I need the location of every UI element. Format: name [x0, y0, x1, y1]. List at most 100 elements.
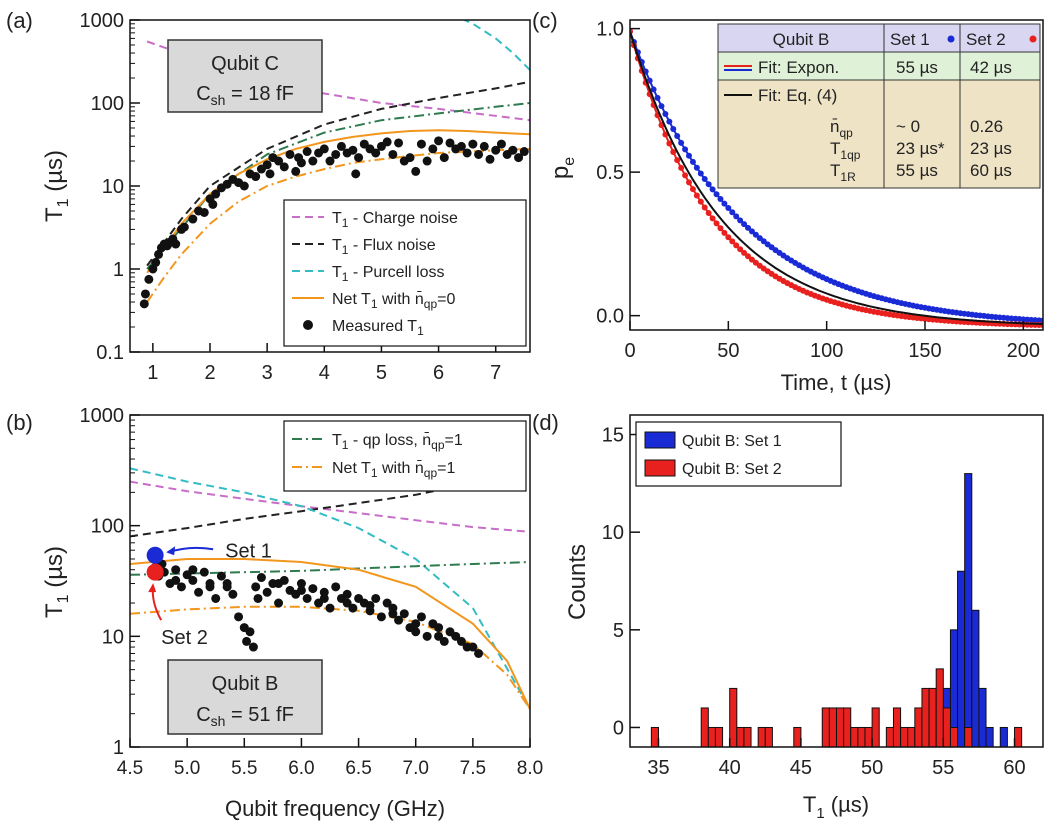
param-main: T: [830, 139, 840, 158]
histogram-bar: [857, 726, 866, 748]
series-line: [462, 20, 530, 71]
measured-point: [222, 582, 232, 592]
measured-point: [319, 144, 329, 154]
measured-point: [144, 274, 154, 284]
legend-label-part: Net T: [332, 291, 371, 308]
measured-point: [319, 593, 329, 603]
measured-point: [462, 148, 472, 158]
panel-c: 0.0 0.5 1.0 0 50 100 150 200 pe Time, t (µs) Qu…: [547, 19, 1044, 395]
legend-label: Measured T1: [332, 318, 424, 338]
ytick-label: 10: [102, 626, 124, 648]
highlight-point: [146, 563, 164, 581]
xtick-label: 40: [719, 757, 741, 779]
series-line: [146, 40, 530, 122]
measured-point: [245, 627, 255, 637]
measured-point: [468, 642, 478, 652]
ylabel-a: T1 (µs): [41, 150, 72, 222]
param-label: T1qp: [830, 139, 861, 162]
table-cell: Fit: Eq. (4): [758, 86, 837, 105]
table-header: Set 1: [890, 30, 930, 49]
series-line: [130, 605, 530, 710]
table-cell: 55 µs: [896, 58, 938, 77]
ytick-label: 10: [602, 522, 624, 544]
legend-label: Qubit B: Set 2: [682, 461, 782, 478]
histogram-bar: [729, 687, 738, 748]
fit-line: [630, 31, 1043, 326]
legend-label-part: =1: [437, 460, 455, 477]
histogram-bar: [764, 726, 773, 748]
measured-point: [485, 154, 495, 164]
measured-point: [151, 257, 161, 267]
table-cell: 55 µs: [896, 161, 938, 180]
measured-point: [434, 623, 444, 633]
histogram-bar: [999, 726, 1008, 748]
measured-point: [211, 189, 221, 199]
ytick-label: 0.5: [596, 162, 624, 184]
ylabel-d: Counts: [564, 544, 591, 620]
xtick-label: 1: [147, 362, 158, 384]
histogram-bar: [864, 726, 873, 748]
legend-label-part: Net T: [332, 460, 371, 477]
panel-a: 0.1 1 10 100 1000 1 2 3 4 5 6 7 T1 (µs) Qubit C Csh…: [41, 10, 531, 384]
legend-label-sub: 1: [342, 270, 349, 284]
axes-frame-b: [129, 414, 531, 748]
measured-point: [234, 612, 244, 622]
measured-point: [251, 172, 261, 182]
legend-label: T1 - Flux noise: [332, 237, 436, 257]
legend-label-part: =1: [445, 432, 463, 449]
measured-point: [342, 589, 352, 599]
ytick-label: 10: [102, 176, 124, 198]
measured-point: [371, 593, 381, 603]
xtick-label: 100: [810, 340, 843, 362]
measured-point: [351, 169, 361, 179]
measured-point: [140, 289, 150, 299]
xtick-label: 45: [790, 757, 812, 779]
ytick-label: 0: [613, 717, 624, 739]
table-cell: 60 µs: [970, 161, 1012, 180]
measured-point: [336, 141, 346, 151]
legend-label-part: =0: [437, 291, 455, 308]
xtick-label: 60: [1003, 757, 1025, 779]
set1-dot: [947, 35, 955, 43]
measured-point: [256, 573, 266, 583]
measured-point: [171, 575, 181, 585]
histogram-bar: [828, 707, 838, 748]
table-row-bg: [717, 79, 1041, 189]
histogram-bar: [707, 726, 716, 748]
ytick-label: 1000: [80, 405, 125, 427]
histogram-bar: [921, 687, 930, 748]
param-main: n̄: [830, 117, 839, 136]
measured-point: [296, 158, 306, 168]
set1-label: Set 1: [225, 540, 272, 562]
measured-point: [422, 156, 432, 166]
measured-point: [331, 149, 341, 159]
legend-label-sub: qp: [424, 297, 438, 311]
legend-label: Qubit B: Set 1: [682, 433, 782, 450]
measured-point: [394, 615, 404, 625]
table-cell: 42 µs: [970, 58, 1012, 77]
ytick-label: 100: [91, 93, 124, 115]
xlabel-c: Time, t (µs): [781, 370, 892, 395]
legend-label-part: with n̄: [378, 460, 424, 477]
measured-point: [171, 565, 181, 575]
measured-point: [179, 222, 189, 232]
param-label: T1R: [830, 161, 856, 184]
measured-point: [348, 145, 358, 155]
set2-dot: [1029, 35, 1037, 43]
histogram-bar: [650, 726, 659, 748]
histogram-bar: [949, 726, 959, 748]
legend-label-part: T: [332, 264, 342, 281]
table-header: Qubit B: [773, 30, 830, 49]
measured-point: [388, 609, 398, 619]
ytick-label: 0.1: [96, 342, 124, 364]
histogram-bar: [821, 707, 830, 748]
panel-label-d: (d): [532, 410, 559, 435]
measured-point: [325, 156, 335, 166]
legend-label-part: Measured T: [332, 318, 417, 335]
legend-swatch: [644, 431, 676, 449]
legend-swatch: [644, 459, 676, 477]
xtick-label: 5.5: [231, 758, 257, 779]
measured-point: [411, 619, 421, 629]
histogram-bar: [935, 668, 944, 748]
